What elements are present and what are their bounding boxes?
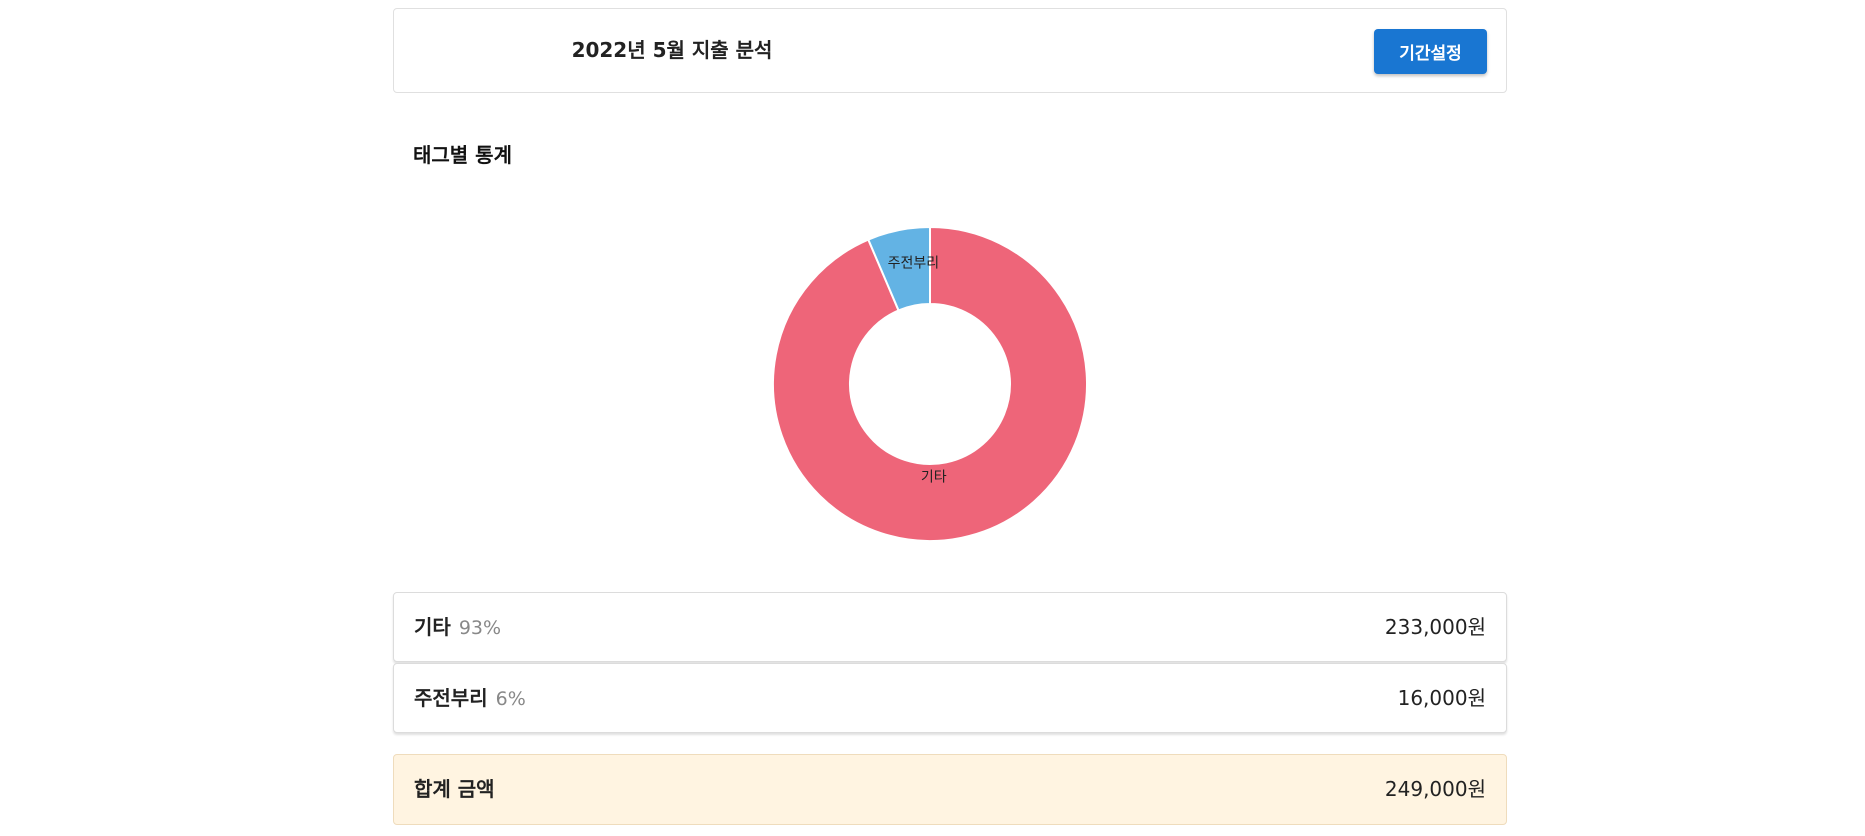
slice-label: 주전부리	[888, 255, 940, 271]
tag-label: 기타	[414, 615, 451, 639]
list-item[interactable]: 기타 93% 233,000원	[393, 592, 1507, 662]
tag-name: 주전부리 6%	[414, 664, 526, 733]
donut-chart: 기타 주전부리	[772, 225, 1088, 542]
donut-slice[interactable]	[772, 225, 1088, 542]
donut-chart-area: 기타 주전부리	[393, 188, 1507, 578]
tag-name: 기타 93%	[414, 593, 501, 662]
page-title: 2022년 5월 지출 분석	[571, 38, 773, 62]
tag-statistics-title: 태그별 통계	[413, 143, 512, 167]
tag-label: 주전부리	[414, 686, 488, 710]
tag-amount: 233,000원	[1384, 615, 1486, 639]
period-setting-button[interactable]: 기간설정	[1374, 29, 1487, 74]
total-label: 합계 금액	[414, 777, 495, 801]
donut-slice[interactable]	[867, 225, 931, 312]
list-item[interactable]: 주전부리 6% 16,000원	[393, 663, 1507, 733]
slice-label: 기타	[921, 470, 947, 486]
page-container: 2022년 5월 지출 분석 기간설정 태그별 통계 기타 주전부리 기타 93% …	[393, 8, 1507, 825]
tag-amount: 16,000원	[1397, 686, 1486, 710]
tag-percent: 93%	[458, 617, 502, 639]
header-card: 2022년 5월 지출 분석 기간설정	[393, 8, 1507, 93]
total-amount: 249,000원	[1384, 777, 1486, 801]
total-card: 합계 금액 249,000원	[393, 754, 1507, 825]
tag-percent: 6%	[495, 688, 526, 710]
tag-list: 기타 93% 233,000원 주전부리 6% 16,000원	[393, 592, 1507, 734]
